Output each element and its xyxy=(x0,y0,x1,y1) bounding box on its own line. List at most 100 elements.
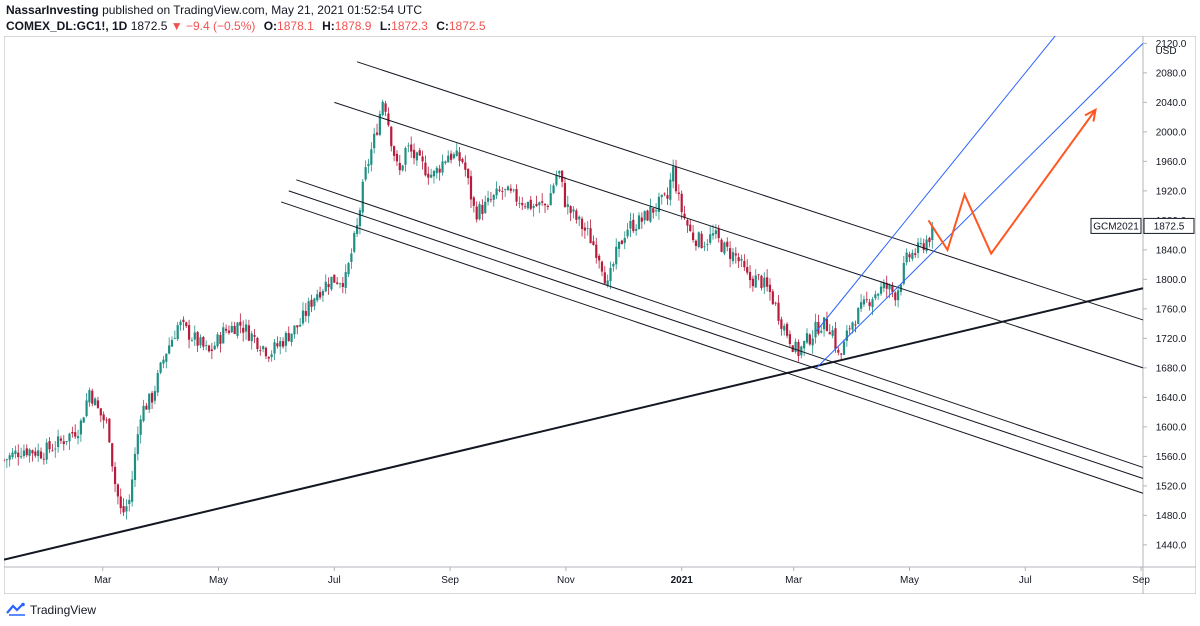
candle-body xyxy=(432,170,436,177)
symbol-label[interactable]: COMEX_DL:GC1!, 1D xyxy=(6,19,128,33)
descending-channel-lower[interactable] xyxy=(334,101,1144,369)
candle-body xyxy=(580,218,584,229)
candle-body xyxy=(165,353,168,362)
candle-body xyxy=(338,283,342,285)
candle-body xyxy=(478,204,481,220)
candle-body xyxy=(455,150,458,157)
candle-body xyxy=(324,281,327,292)
candle-body xyxy=(259,350,262,352)
candle-body xyxy=(677,192,680,194)
candle-body xyxy=(196,332,199,346)
candle-body xyxy=(768,284,772,293)
projection-path[interactable] xyxy=(927,109,1097,256)
author-name[interactable]: NassarInvesting xyxy=(6,3,99,17)
candle-body xyxy=(803,341,806,349)
candle-body xyxy=(683,213,686,218)
candle-body xyxy=(891,285,894,292)
y-tick-label: 2080.0 xyxy=(1156,68,1187,79)
ascending-channel-lower[interactable] xyxy=(816,43,1144,369)
candle-body xyxy=(646,210,649,221)
candle-body xyxy=(59,438,63,441)
candle-body xyxy=(640,217,643,222)
candle-body xyxy=(486,197,490,202)
ascending-channel-upper[interactable] xyxy=(816,20,1068,332)
support-trendline[interactable] xyxy=(3,287,1144,561)
candle-body xyxy=(170,339,174,347)
candle-body xyxy=(193,332,196,340)
y-tick-label: 1920.0 xyxy=(1156,186,1187,197)
candle-body xyxy=(65,440,68,443)
candle-body xyxy=(888,284,891,290)
candle-body xyxy=(897,290,900,301)
candle-body xyxy=(11,452,14,458)
candle-body xyxy=(868,302,871,307)
candle-body xyxy=(615,246,618,265)
candle-body xyxy=(489,199,493,201)
candle-body xyxy=(814,321,817,338)
candle-body xyxy=(617,241,621,249)
x-tick-label: May xyxy=(209,575,228,586)
candle-body xyxy=(666,195,669,199)
x-tick-label: Mar xyxy=(94,575,112,586)
candle-body xyxy=(771,291,774,305)
candle-body xyxy=(751,278,754,287)
candle-body xyxy=(447,155,450,163)
candle-body xyxy=(523,206,527,208)
candle-body xyxy=(632,219,635,232)
candle-body xyxy=(88,390,91,403)
candle-body xyxy=(558,171,561,174)
descending-parallel-line[interactable] xyxy=(280,201,1144,494)
candle-body xyxy=(817,321,820,334)
candle-body xyxy=(931,225,934,241)
candle-body xyxy=(717,229,720,239)
candle-body xyxy=(273,342,276,354)
candle-body xyxy=(131,479,134,502)
candle-body xyxy=(506,186,510,191)
projection-arrowhead[interactable] xyxy=(1084,107,1097,122)
candle-body xyxy=(657,196,661,212)
candle-body xyxy=(57,436,60,448)
price-chart[interactable]: 2120.02080.02040.02000.01960.01920.01880… xyxy=(2,20,1197,595)
candle-body xyxy=(316,294,319,301)
candle-body xyxy=(805,333,809,343)
candle-body xyxy=(111,443,114,467)
candle-body xyxy=(367,163,370,167)
candle-body xyxy=(674,166,678,192)
candle-body xyxy=(763,277,766,288)
candle-body xyxy=(404,148,407,165)
candle-body xyxy=(521,203,524,206)
candle-body xyxy=(293,325,296,335)
chart-area[interactable]: 2120.02080.02040.02000.01960.01920.01880… xyxy=(2,20,1197,595)
candle-body xyxy=(76,436,80,439)
y-tick-label: 1600.0 xyxy=(1156,422,1187,433)
candle-body xyxy=(748,272,752,281)
time-axis[interactable]: Mar May Jul Sep Nov 2021 Mar May Jul Sep xyxy=(94,567,1150,586)
candle-body xyxy=(187,325,191,340)
footer-bar: TradingView xyxy=(0,594,1200,626)
candle-body xyxy=(669,179,672,200)
candle-body xyxy=(609,267,612,282)
candle-body xyxy=(281,341,285,347)
y-tick-label: 2120.0 xyxy=(1156,39,1187,50)
descending-channel-upper[interactable] xyxy=(356,61,1144,321)
brand-name[interactable]: TradingView xyxy=(30,603,97,617)
y-tick-label: 1440.0 xyxy=(1156,540,1187,551)
descending-parallel-line[interactable] xyxy=(288,190,1144,479)
candle-body xyxy=(737,257,740,262)
candle-body xyxy=(244,324,248,332)
candle-body xyxy=(660,194,663,198)
candle-body xyxy=(435,167,438,174)
tradingview-logo-icon[interactable] xyxy=(6,602,26,616)
y-tick-label: 1760.0 xyxy=(1156,304,1187,315)
candle-body xyxy=(358,210,362,227)
candle-body xyxy=(17,452,20,458)
drawings-layer[interactable] xyxy=(3,20,1144,561)
candle-body xyxy=(691,232,695,241)
candle-body xyxy=(498,189,501,191)
candle-body xyxy=(350,253,353,263)
candle-body xyxy=(19,456,23,458)
candle-body xyxy=(287,333,290,342)
candle-body xyxy=(700,233,703,249)
candle-body xyxy=(301,310,305,324)
descending-parallel-line[interactable] xyxy=(296,179,1144,468)
